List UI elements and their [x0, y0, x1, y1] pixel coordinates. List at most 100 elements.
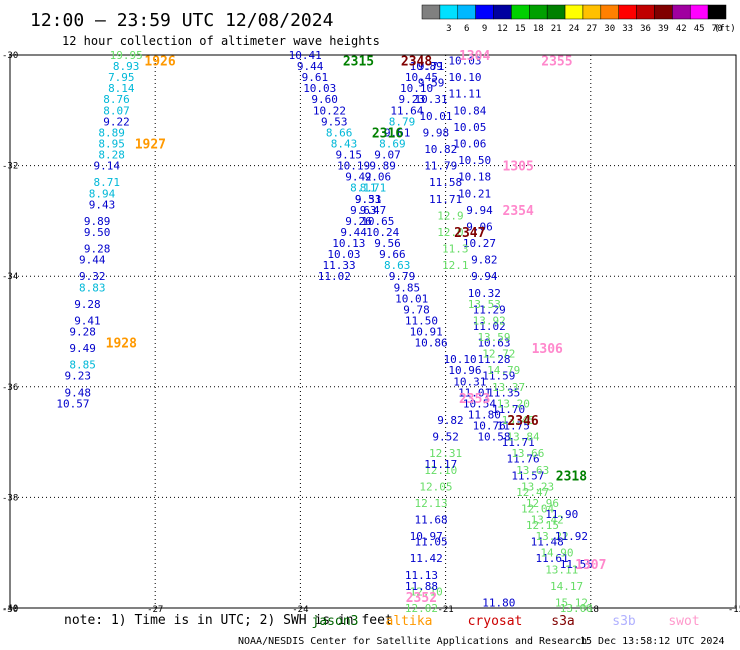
colorbar-label: 30	[604, 24, 615, 34]
data-value: 8.69	[379, 137, 406, 150]
data-value: 9.22	[103, 115, 130, 128]
data-value: 10.45	[405, 71, 438, 84]
credit-text: NOAA/NESDIS Center for Satellite Applica…	[238, 636, 587, 647]
data-value: 11.33	[323, 259, 356, 272]
data-value: 9.42	[345, 171, 372, 184]
colorbar-swatch	[582, 4, 602, 20]
data-value: 10.13	[332, 237, 365, 250]
data-value: 9.15	[336, 149, 363, 162]
data-value: 10.96	[448, 364, 481, 377]
data-value: 11.71	[429, 193, 462, 206]
colorbar-label: 21	[551, 24, 562, 34]
data-value: 13.63	[516, 464, 549, 477]
data-value: 13.66	[511, 447, 544, 460]
data-value: 9.50	[84, 226, 111, 239]
track-label: 1304	[459, 49, 490, 64]
colorbar-swatch	[654, 4, 673, 20]
colorbar-swatch	[618, 4, 637, 20]
data-value: 10.32	[468, 287, 501, 300]
colorbar-unit: (ft)	[714, 24, 736, 34]
y-tick-label: -38	[2, 493, 18, 503]
data-value: 9.61	[384, 126, 411, 139]
track-label: 1306	[532, 342, 563, 357]
data-value: 9.44	[79, 254, 106, 267]
data-value: 10.58	[477, 431, 510, 444]
data-value: 9.89	[84, 215, 111, 228]
data-value: 9.59	[418, 77, 445, 90]
data-value: 9.26	[345, 215, 372, 228]
data-value: 13.84	[506, 431, 539, 444]
data-value: 11.92	[555, 530, 588, 543]
data-value: 11.71	[502, 436, 535, 449]
data-value: 10.06	[453, 137, 486, 150]
data-value: 9.06	[466, 220, 493, 233]
track-label: 2315	[343, 55, 374, 70]
y-tick-label: -34	[2, 272, 18, 282]
data-value: 10.57	[56, 397, 89, 410]
data-value: 9.41	[74, 314, 101, 327]
data-value: 9.94	[471, 270, 498, 283]
data-value: 8.83	[79, 281, 106, 294]
data-value: 12.04	[521, 502, 554, 515]
track-labels: 1926 1927 1928 2315 2316 2318 2348 2347 2346 1304…	[106, 49, 607, 606]
data-value: 9.48	[65, 386, 92, 399]
data-value: 10.10	[444, 353, 477, 366]
grid-lines	[10, 55, 736, 608]
data-value: 10.24	[366, 226, 399, 239]
data-value: 11.79	[424, 160, 457, 173]
colorbar-label: 3	[446, 24, 451, 34]
data-value: 10.21	[458, 187, 491, 200]
track-label: 2348	[401, 55, 432, 70]
data-value: 10.31	[453, 375, 486, 388]
data-value: 9.61	[302, 71, 329, 84]
colorbar-label: 36	[640, 24, 651, 34]
data-value: 10.01	[419, 110, 452, 123]
data-value: 12.02	[405, 602, 438, 615]
data-value: 8.28	[98, 149, 125, 162]
data-value: 11.61	[536, 552, 569, 565]
colorbar-label: 45	[694, 24, 705, 34]
data-value: 11.90	[545, 508, 578, 521]
chart-title: 12:00 — 23:59 UTC 12/08/2024	[30, 10, 333, 31]
colorbar-label: 15	[515, 24, 526, 34]
data-value: 8.93	[113, 60, 140, 73]
colorbar-swatch	[421, 4, 441, 20]
data-value: 13.59	[477, 331, 510, 344]
data-value: 12.9	[437, 209, 464, 222]
data-value: 10.18	[458, 171, 491, 184]
track-label: 1926	[144, 55, 175, 70]
data-value: 9.44	[340, 226, 367, 239]
data-value: 8.89	[98, 126, 125, 139]
data-value: 9.56	[374, 237, 401, 250]
track-label: 1307	[575, 558, 606, 573]
colorbar-label: 70	[712, 24, 723, 34]
chart-subtitle: 12 hour collection of altimeter wave hei…	[62, 34, 380, 48]
data-value: 9.85	[394, 281, 421, 294]
colorbar-swatch	[672, 4, 691, 20]
data-value: 15.12	[555, 596, 588, 609]
data-value: 10.10	[448, 71, 481, 84]
data-value: 8.43	[331, 137, 358, 150]
track-label: 1927	[135, 137, 166, 152]
data-value: 7.95	[108, 71, 135, 84]
data-value: 9.06	[365, 171, 392, 184]
data-value: 13.23	[521, 480, 554, 493]
data-value: 9.60	[311, 93, 338, 106]
track-label: 2318	[556, 469, 587, 484]
data-value: 9.63	[350, 204, 377, 217]
data-value: 12.72	[482, 348, 515, 361]
colorbar-label: 33	[622, 24, 633, 34]
data-value: 8.63	[384, 259, 411, 272]
data-value: 10.31	[415, 93, 448, 106]
data-value: 12.31	[429, 447, 462, 460]
data-value: 9.89	[369, 160, 396, 173]
data-value: 9.98	[423, 126, 450, 139]
data-value: 11.02	[473, 320, 506, 333]
satellite-legend-item: altika	[386, 614, 433, 629]
data-value: 13.11	[545, 563, 578, 576]
data-value: 8.14	[108, 82, 135, 95]
data-value: 11.58	[429, 176, 462, 189]
x-tick-label: -27	[147, 605, 163, 615]
